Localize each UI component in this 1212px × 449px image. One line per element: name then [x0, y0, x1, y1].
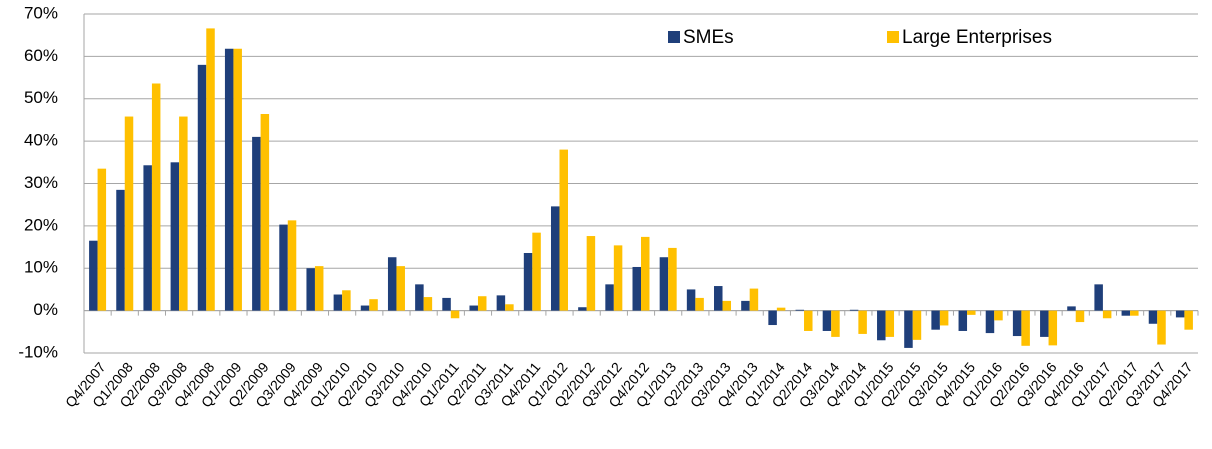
y-tick-label: 10% — [24, 258, 58, 277]
bar — [1012, 310, 1022, 337]
bar — [170, 162, 180, 311]
bar — [442, 297, 451, 311]
bar — [613, 245, 623, 311]
y-tick-label: 20% — [24, 215, 58, 234]
bar — [1040, 310, 1049, 337]
bar — [939, 310, 949, 326]
bar — [179, 116, 188, 311]
bar — [668, 247, 677, 311]
bar — [423, 297, 433, 311]
bar — [360, 305, 370, 311]
bar — [578, 307, 587, 311]
bar — [904, 310, 913, 348]
bar — [885, 310, 895, 337]
bar — [1157, 310, 1166, 345]
bar — [822, 310, 832, 331]
bar — [233, 48, 242, 311]
bar — [415, 284, 424, 311]
bar — [722, 300, 732, 311]
bar — [1048, 310, 1058, 346]
bar — [314, 266, 324, 311]
bar — [994, 310, 1003, 321]
bar — [279, 224, 288, 311]
bar — [124, 116, 134, 311]
bar — [749, 288, 759, 311]
bar — [197, 64, 207, 311]
legend-label: Large Enterprises — [902, 27, 1052, 48]
bar — [89, 240, 98, 311]
bar — [333, 294, 343, 311]
bar — [1067, 306, 1076, 311]
y-tick-label: 50% — [24, 88, 58, 107]
bar — [714, 286, 723, 311]
bar — [741, 300, 750, 311]
bar — [831, 310, 840, 337]
bar — [469, 305, 478, 311]
bar — [306, 268, 315, 311]
bar — [1148, 310, 1158, 324]
bar — [849, 309, 859, 311]
bar — [252, 136, 261, 311]
bar — [550, 206, 560, 311]
bar — [985, 310, 995, 334]
bar — [559, 149, 568, 311]
y-tick-label: 0% — [33, 300, 58, 319]
bar — [776, 307, 786, 311]
bar — [804, 310, 813, 331]
bar — [1121, 310, 1131, 316]
bar — [523, 252, 533, 311]
bar — [1021, 310, 1030, 346]
bar — [695, 297, 704, 311]
bar — [632, 266, 641, 311]
bar — [877, 310, 886, 341]
y-tick-label: -10% — [18, 342, 58, 361]
bar — [206, 28, 215, 311]
legend-swatch — [668, 31, 680, 43]
bar — [151, 83, 161, 311]
bar — [967, 310, 976, 315]
bar — [97, 168, 107, 311]
bar — [586, 236, 596, 311]
bar — [858, 310, 867, 334]
y-tick-label: 40% — [24, 131, 58, 150]
bar — [1102, 310, 1112, 319]
bar — [1130, 310, 1139, 316]
bar — [505, 304, 514, 311]
bar — [1094, 284, 1103, 311]
bar — [396, 266, 405, 311]
bar — [116, 189, 125, 311]
bar — [1175, 310, 1185, 318]
bar — [224, 48, 234, 311]
bar — [641, 236, 650, 311]
y-tick-label: 70% — [24, 3, 58, 22]
bar — [532, 232, 541, 311]
bar — [496, 295, 506, 311]
bar — [912, 310, 922, 340]
bar — [659, 257, 669, 311]
bar — [143, 165, 152, 311]
bar — [450, 310, 460, 319]
legend-swatch — [887, 31, 899, 43]
legend-label: SMEs — [683, 27, 734, 48]
bar — [477, 296, 487, 311]
bar — [795, 309, 805, 311]
bar — [931, 310, 940, 330]
y-tick-label: 60% — [24, 46, 58, 65]
bar — [387, 257, 397, 311]
bar — [369, 299, 378, 311]
bar — [342, 290, 351, 311]
bar — [260, 114, 270, 311]
bar — [768, 310, 777, 326]
bar — [1184, 310, 1193, 330]
bar — [958, 310, 968, 331]
y-tick-label: 30% — [24, 173, 58, 192]
bar — [605, 284, 614, 311]
bar — [1075, 310, 1085, 323]
bar — [287, 220, 297, 311]
bar — [686, 289, 696, 311]
